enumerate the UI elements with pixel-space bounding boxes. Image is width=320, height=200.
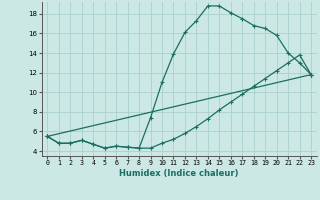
X-axis label: Humidex (Indice chaleur): Humidex (Indice chaleur) xyxy=(119,169,239,178)
